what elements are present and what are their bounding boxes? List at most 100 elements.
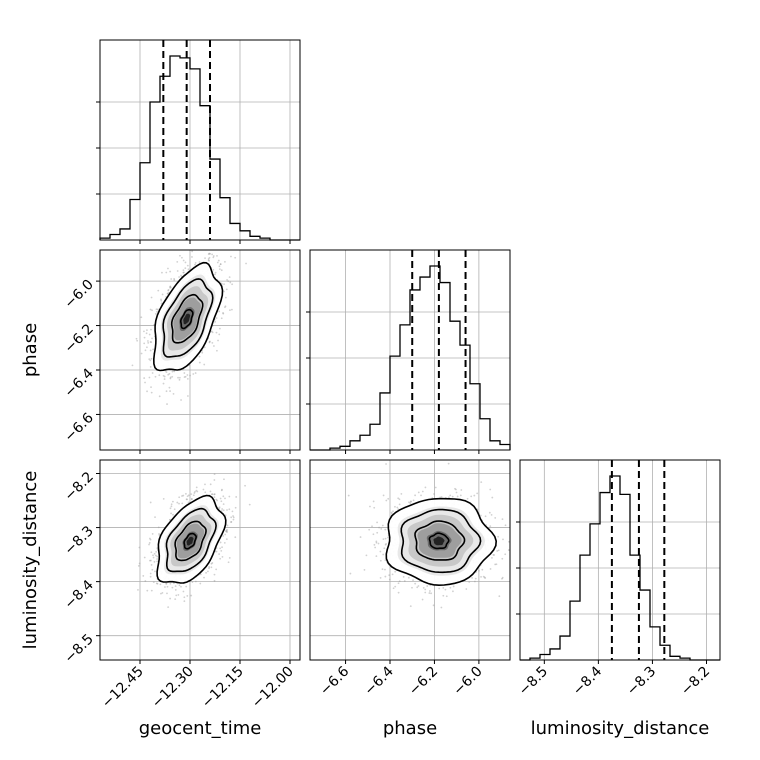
sample-point <box>212 345 215 347</box>
sample-point <box>397 591 400 594</box>
sample-point <box>224 296 227 299</box>
sample-point <box>168 372 171 375</box>
sample-point <box>152 556 155 559</box>
x-tick-label: −12.30 <box>149 664 197 712</box>
sample-point <box>161 271 163 274</box>
sample-point <box>394 570 397 573</box>
sample-point <box>182 494 185 497</box>
sample-point <box>174 585 177 588</box>
sample-point <box>375 555 378 558</box>
sample-point <box>219 541 222 544</box>
sample-point <box>222 509 225 512</box>
sample-point <box>376 521 378 524</box>
sample-point <box>151 568 154 571</box>
sample-point <box>232 516 235 519</box>
sample-point <box>178 584 181 587</box>
sample-point <box>158 374 161 377</box>
x-tick-label: −8.5 <box>516 664 551 699</box>
sample-point <box>385 499 388 502</box>
sample-point <box>480 575 482 578</box>
sample-point <box>230 516 233 519</box>
panel-frame <box>309 459 511 661</box>
sample-point <box>228 508 231 511</box>
sample-point <box>186 377 189 380</box>
sample-point <box>167 289 170 291</box>
sample-point <box>194 490 196 493</box>
sample-point <box>400 493 403 495</box>
sample-point <box>145 332 148 335</box>
sample-point <box>218 506 221 509</box>
sample-point <box>156 582 159 585</box>
sample-point <box>384 559 387 562</box>
sample-point <box>146 346 148 349</box>
sample-point <box>412 579 414 582</box>
sample-point <box>426 585 429 587</box>
sample-point <box>171 500 174 503</box>
sample-point <box>155 582 158 585</box>
sample-point <box>231 283 234 286</box>
sample-point <box>170 503 173 506</box>
sample-point <box>161 293 164 296</box>
sample-point <box>181 495 183 497</box>
sample-point <box>181 502 184 505</box>
sample-point <box>213 473 216 476</box>
sample-point <box>213 493 216 496</box>
sample-point <box>376 531 379 534</box>
sample-point <box>214 271 217 274</box>
sample-point <box>411 586 413 589</box>
sample-point <box>171 370 174 373</box>
sample-point <box>212 255 215 257</box>
sample-point <box>186 495 189 498</box>
sample-point <box>165 390 168 393</box>
sample-point <box>235 496 238 498</box>
sample-point <box>176 501 179 504</box>
sample-point <box>218 265 221 268</box>
sample-point <box>433 493 435 495</box>
sample-point <box>174 598 177 601</box>
sample-point <box>379 576 382 579</box>
sample-point <box>215 331 218 334</box>
y-axis-label-phase: phase <box>20 323 41 377</box>
sample-point <box>156 310 158 313</box>
sample-point <box>153 560 156 563</box>
sample-point <box>189 374 191 377</box>
sample-point <box>222 503 225 505</box>
sample-point <box>146 329 148 331</box>
sample-point <box>214 273 216 276</box>
sample-point <box>379 550 382 553</box>
sample-point <box>170 278 173 280</box>
sample-point <box>183 271 185 274</box>
sample-point <box>150 551 153 554</box>
sample-point <box>384 528 387 531</box>
sample-point <box>176 260 179 263</box>
sample-point <box>204 483 206 486</box>
sample-point <box>174 589 177 591</box>
sample-point <box>184 261 187 264</box>
sample-point <box>215 317 218 319</box>
sample-point <box>471 576 473 579</box>
sample-point <box>489 525 492 528</box>
sample-point <box>186 264 189 267</box>
sample-point <box>220 489 223 492</box>
y-tick-label: −6.0 <box>61 277 96 312</box>
sample-point <box>489 488 492 491</box>
sample-point <box>215 568 218 571</box>
sample-point <box>211 493 213 496</box>
scatter-panel-geocent_time-vs-phase <box>99 249 301 451</box>
sample-point <box>187 268 190 271</box>
sample-point <box>359 536 362 538</box>
x-axis-label-phase: phase <box>383 718 437 739</box>
sample-point <box>150 341 153 344</box>
sample-point <box>210 566 213 569</box>
sample-point <box>375 540 378 543</box>
sample-point <box>223 541 226 544</box>
sample-point <box>230 308 233 311</box>
sample-point <box>169 507 172 510</box>
contour-line-1 <box>165 507 217 573</box>
sample-point <box>368 528 371 531</box>
sample-point <box>227 280 230 283</box>
sample-point <box>169 518 171 521</box>
sample-point <box>217 259 220 262</box>
sample-point <box>138 546 141 549</box>
sample-point <box>169 286 171 289</box>
